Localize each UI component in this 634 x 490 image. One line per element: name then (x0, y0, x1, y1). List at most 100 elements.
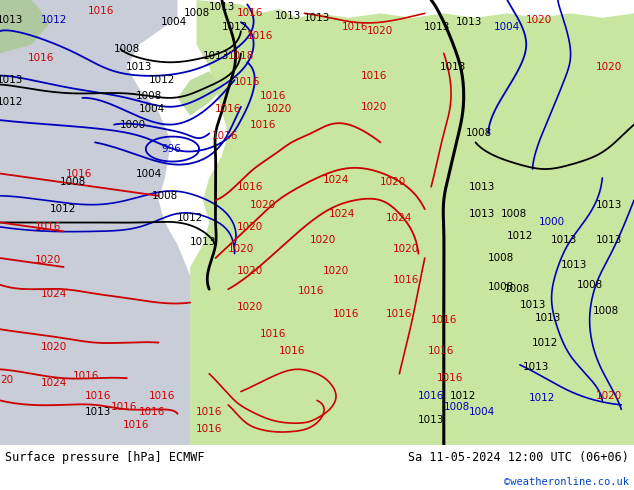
Text: 1013: 1013 (304, 13, 330, 23)
Text: 1016: 1016 (66, 169, 93, 178)
Text: 1008: 1008 (60, 177, 86, 187)
Text: 1016: 1016 (196, 407, 223, 416)
Text: 1016: 1016 (123, 420, 150, 430)
Text: 1020: 1020 (595, 62, 622, 72)
Text: 1020: 1020 (323, 267, 349, 276)
Text: 1008: 1008 (465, 128, 492, 139)
Text: 1016: 1016 (215, 104, 242, 114)
Text: ©weatheronline.co.uk: ©weatheronline.co.uk (504, 477, 629, 487)
Text: 1004: 1004 (136, 169, 162, 178)
Text: 1016: 1016 (259, 329, 286, 339)
Text: 1000: 1000 (120, 120, 146, 129)
Text: 1016: 1016 (237, 182, 264, 192)
Text: 1020: 1020 (34, 255, 61, 265)
Text: 1020: 1020 (310, 235, 337, 245)
Text: 1013: 1013 (418, 416, 444, 425)
Text: 1016: 1016 (28, 53, 55, 63)
Text: 1012: 1012 (450, 391, 476, 401)
Text: 20: 20 (0, 375, 13, 386)
Text: 1013: 1013 (535, 313, 562, 323)
Text: 1008: 1008 (500, 209, 527, 219)
Text: 1012: 1012 (529, 393, 555, 403)
Text: Sa 11-05-2024 12:00 UTC (06+06): Sa 11-05-2024 12:00 UTC (06+06) (408, 451, 629, 464)
Text: 1016: 1016 (196, 424, 223, 434)
Text: 1016: 1016 (278, 346, 305, 357)
Text: 1020: 1020 (361, 102, 387, 112)
Text: 1016: 1016 (386, 309, 413, 318)
Text: 1012: 1012 (221, 22, 248, 32)
Text: 1020: 1020 (237, 302, 264, 312)
Text: 1024: 1024 (386, 213, 413, 223)
Text: 1020: 1020 (595, 391, 622, 401)
Text: 1016: 1016 (250, 120, 276, 129)
Text: 1013: 1013 (551, 235, 578, 245)
Text: 1013: 1013 (0, 75, 23, 85)
Text: 1016: 1016 (72, 371, 99, 381)
Text: 1016: 1016 (297, 287, 324, 296)
Text: 1008: 1008 (136, 91, 162, 100)
Text: 1016: 1016 (427, 346, 454, 357)
Text: 1016: 1016 (148, 391, 175, 401)
Text: 1013: 1013 (190, 238, 216, 247)
Text: 1013: 1013 (0, 15, 23, 25)
Text: 1016: 1016 (88, 6, 115, 16)
Text: 1008: 1008 (113, 44, 140, 54)
Text: 1008: 1008 (503, 284, 530, 294)
Text: 1013: 1013 (522, 362, 549, 372)
Text: 1016: 1016 (34, 222, 61, 232)
Text: 1018: 1018 (228, 50, 254, 61)
Text: 1020: 1020 (266, 104, 292, 114)
Text: 1016: 1016 (342, 22, 368, 32)
Text: 1020: 1020 (526, 15, 552, 25)
Text: 1016: 1016 (110, 402, 137, 412)
Polygon shape (190, 0, 634, 445)
Text: 1012: 1012 (532, 338, 559, 347)
Text: 1008: 1008 (183, 8, 210, 18)
Text: 1016: 1016 (332, 309, 359, 318)
Text: 1012: 1012 (50, 204, 77, 214)
Text: 1008: 1008 (152, 191, 178, 201)
Text: 1013: 1013 (469, 209, 495, 219)
Polygon shape (0, 0, 51, 53)
Text: 1020: 1020 (367, 26, 394, 36)
Text: 1016: 1016 (392, 275, 419, 285)
Text: 1020: 1020 (41, 342, 67, 352)
Text: 1012: 1012 (507, 231, 533, 241)
Text: 1013: 1013 (469, 182, 495, 192)
Text: 1008: 1008 (488, 253, 514, 263)
Text: 1013: 1013 (595, 235, 622, 245)
Text: 1004: 1004 (139, 104, 165, 114)
Text: 1013: 1013 (560, 260, 587, 270)
Text: 1016: 1016 (437, 373, 463, 383)
Text: 1016: 1016 (259, 91, 286, 100)
Text: 1008: 1008 (592, 306, 619, 317)
Text: 1013: 1013 (595, 199, 622, 210)
Text: 1012: 1012 (177, 213, 204, 223)
Text: 1013: 1013 (424, 22, 451, 32)
Text: 1013: 1013 (126, 62, 153, 72)
Text: 1012: 1012 (0, 98, 23, 107)
Text: 1020: 1020 (237, 222, 264, 232)
Text: 1013: 1013 (209, 1, 235, 12)
Text: 1004: 1004 (161, 17, 188, 27)
Text: 1016: 1016 (85, 391, 112, 401)
Text: 1012: 1012 (41, 15, 67, 25)
Text: 1008: 1008 (443, 402, 470, 412)
Text: 1004: 1004 (469, 407, 495, 416)
Text: 1024: 1024 (323, 175, 349, 185)
Text: 1020: 1020 (380, 177, 406, 187)
Polygon shape (0, 0, 190, 445)
Text: 1020: 1020 (228, 244, 254, 254)
Text: 1000: 1000 (538, 218, 565, 227)
Text: 1013: 1013 (519, 300, 546, 310)
Text: 1016: 1016 (234, 77, 261, 87)
Text: 1016: 1016 (430, 316, 457, 325)
Polygon shape (178, 71, 222, 116)
Text: 1024: 1024 (329, 209, 356, 219)
Text: 1020: 1020 (250, 199, 276, 210)
Text: 1020: 1020 (237, 267, 264, 276)
Text: 1013: 1013 (202, 50, 229, 61)
Text: 996: 996 (161, 144, 181, 154)
Text: 1008: 1008 (488, 282, 514, 292)
Text: 1008: 1008 (576, 280, 603, 290)
